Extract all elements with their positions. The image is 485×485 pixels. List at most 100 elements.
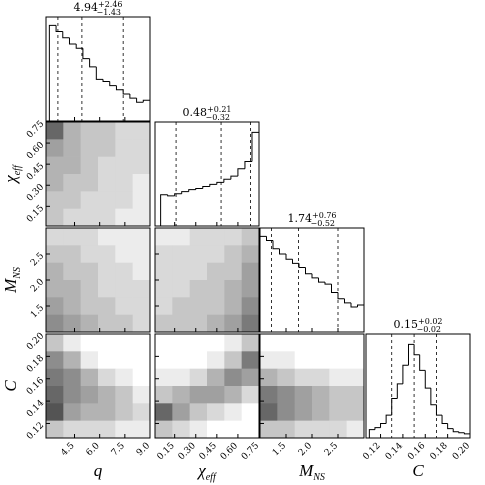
hist-bin xyxy=(337,292,345,300)
hist-bin xyxy=(435,404,443,416)
density-cell xyxy=(189,420,208,439)
density-cell xyxy=(329,403,347,421)
density-cell xyxy=(172,420,190,439)
density-cell xyxy=(224,297,242,315)
x-tick-label: 9.0 xyxy=(135,441,152,458)
panel-frame xyxy=(45,16,151,122)
x-tick-label: 0.60 xyxy=(219,441,240,462)
hist-bin xyxy=(380,422,387,428)
hist-bin xyxy=(174,193,182,196)
hist-bin xyxy=(368,429,375,438)
density-cell xyxy=(98,297,116,315)
density-cell xyxy=(241,314,260,333)
hist-bin xyxy=(272,240,280,250)
x-tick-label: 2.5 xyxy=(323,441,340,458)
density-cell xyxy=(115,351,133,369)
density-cell xyxy=(46,191,64,209)
hist-bin xyxy=(458,431,465,434)
axis-label-sub: NS xyxy=(312,472,325,483)
density-cell xyxy=(115,334,133,352)
x-tick-label: 0.16 xyxy=(406,441,427,462)
density-cell xyxy=(98,245,116,263)
hist-bin xyxy=(122,89,130,95)
density-cell xyxy=(132,280,151,298)
density-cell xyxy=(155,297,173,315)
density-cell xyxy=(115,368,133,387)
title-minus: −0.02 xyxy=(417,325,442,334)
hist-bin xyxy=(311,273,319,279)
hist-bin xyxy=(209,183,217,187)
y-tick-label: 0.20 xyxy=(25,331,46,352)
hist-title: 0.15+0.02 −0.02 xyxy=(393,317,442,334)
density-cell xyxy=(260,403,278,421)
title-plus: +0.02 xyxy=(418,317,443,326)
hist-bin xyxy=(82,48,90,60)
x-tick-label: 1.5 xyxy=(271,441,288,458)
density-cell xyxy=(241,280,260,298)
density-cell xyxy=(63,403,81,421)
density-cell xyxy=(277,351,295,369)
density-cell xyxy=(329,351,347,369)
density-cell xyxy=(115,208,133,227)
hist-bin xyxy=(318,277,325,283)
density-cell xyxy=(132,420,151,439)
density-cell xyxy=(224,334,242,352)
density-cell xyxy=(189,334,208,352)
density-cell xyxy=(172,297,190,315)
density-cell xyxy=(207,280,225,298)
density-cell xyxy=(63,386,81,404)
hist-bin xyxy=(244,161,252,169)
panel xyxy=(259,333,365,439)
density-cell xyxy=(329,368,347,387)
density-cell xyxy=(80,245,99,263)
density-cell xyxy=(63,280,81,298)
density-cell xyxy=(189,280,208,298)
hist-bin xyxy=(195,188,203,190)
density-cell xyxy=(155,420,173,439)
density-cell xyxy=(63,351,81,369)
density-cell xyxy=(46,351,64,369)
density-cell xyxy=(155,386,173,404)
density-cell xyxy=(63,245,81,263)
title-minus: −0.32 xyxy=(206,113,231,122)
density-cell xyxy=(46,314,64,333)
hist-bin xyxy=(129,93,137,99)
density-cell xyxy=(80,156,99,175)
density-cell xyxy=(80,139,99,157)
density-cell xyxy=(346,403,365,421)
axis-label: q xyxy=(94,461,103,480)
hist-bin xyxy=(279,248,286,255)
density-cell xyxy=(312,386,330,404)
density-cell xyxy=(241,245,260,263)
density-cell xyxy=(346,386,365,404)
density-cell xyxy=(294,351,313,369)
axis-label-main: χ xyxy=(1,175,20,185)
panel-frame xyxy=(365,333,471,439)
hist-bin xyxy=(419,354,426,371)
density-cell xyxy=(207,245,225,263)
y-tick-label: 0.45 xyxy=(25,161,46,182)
density-cell xyxy=(224,314,242,333)
density-cell xyxy=(132,122,151,140)
density-cell xyxy=(189,403,208,421)
density-cell xyxy=(80,122,99,140)
density-cell xyxy=(224,420,242,439)
density-cell xyxy=(132,228,151,246)
axis-label: MNS xyxy=(1,267,23,294)
hist-bin xyxy=(188,189,196,192)
density-cell xyxy=(132,156,151,175)
title-median: 4.94 xyxy=(73,1,98,14)
y-tick-label: 2.0 xyxy=(29,277,46,294)
density-cell xyxy=(46,139,64,157)
density-cell xyxy=(63,174,81,192)
density-cell xyxy=(294,420,313,439)
x-tick-label: 0.20 xyxy=(451,441,472,462)
density-cell xyxy=(98,174,116,192)
density-cell xyxy=(346,368,365,387)
density-cell xyxy=(98,156,116,175)
density-cell xyxy=(329,386,347,404)
density-cell xyxy=(80,314,99,333)
density-cell xyxy=(277,334,295,352)
density-cell xyxy=(312,403,330,421)
